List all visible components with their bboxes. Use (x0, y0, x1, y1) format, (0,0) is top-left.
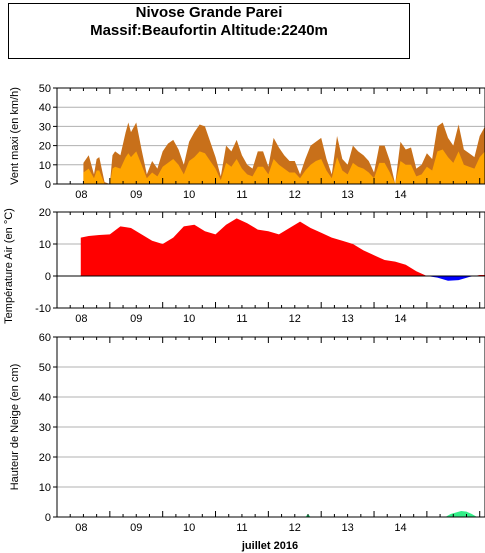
x-tick-label: 12 (289, 189, 301, 201)
x-tick-label: 13 (341, 522, 353, 534)
x-tick-label: 11 (236, 522, 247, 534)
y-tick-label: 10 (39, 239, 51, 251)
x-tick-label: 08 (75, 522, 87, 534)
title-line-2: Massif:Beaufortin Altitude:2240m (90, 22, 328, 39)
x-tick-label: 09 (130, 522, 142, 534)
x-tick-label: 10 (183, 522, 195, 534)
y-tick-label: 40 (39, 392, 51, 404)
y-tick-label: 10 (39, 160, 51, 172)
y-tick-label: 60 (39, 332, 51, 344)
y-axis-label: Hauteur de Neige (en cm) (9, 364, 21, 491)
y-tick-label: 20 (39, 207, 51, 219)
x-tick-label: 08 (75, 313, 87, 325)
x-tick-label: 11 (236, 189, 247, 201)
y-tick-label: 20 (39, 452, 51, 464)
y-tick-label: 30 (39, 422, 51, 434)
x-axis-label: juillet 2016 (241, 540, 298, 552)
x-tick-label: 14 (394, 189, 406, 201)
y-tick-label: 10 (39, 482, 51, 494)
title-box: Nivose Grande Parei Massif:Beaufortin Al… (8, 3, 410, 59)
x-tick-label: 14 (394, 313, 406, 325)
panel-frame (56, 211, 485, 309)
x-tick-label: 11 (236, 313, 247, 325)
x-tick-label: 10 (183, 313, 195, 325)
x-tick-label: 13 (341, 313, 353, 325)
y-tick-label: 40 (39, 102, 51, 114)
x-tick-label: 13 (341, 189, 353, 201)
x-tick-label: 12 (289, 522, 301, 534)
y-tick-label: 30 (39, 121, 51, 133)
x-tick-label: 14 (394, 522, 406, 534)
x-tick-label: 09 (130, 313, 142, 325)
x-tick-label: 12 (289, 313, 301, 325)
y-tick-label: 0 (45, 271, 51, 283)
y-axis-label: Température Air (en °C) (3, 208, 15, 324)
x-tick-label: 10 (183, 189, 195, 201)
y-tick-label: -10 (35, 303, 51, 315)
snow-depth-area-2 (445, 511, 478, 517)
y-tick-label: 20 (39, 141, 51, 153)
y-tick-label: 50 (39, 83, 51, 95)
x-tick-label: 08 (75, 189, 87, 201)
temperature-positive-area (80, 218, 485, 276)
wind-mean-area (83, 149, 485, 184)
title-line-1: Nivose Grande Parei (135, 4, 283, 21)
y-tick-label: 50 (39, 362, 51, 374)
x-tick-label: 09 (130, 189, 142, 201)
y-axis-label: Vent maxi (en km/h) (9, 87, 21, 185)
y-tick-label: 0 (45, 179, 51, 191)
y-tick-label: 0 (45, 512, 51, 524)
